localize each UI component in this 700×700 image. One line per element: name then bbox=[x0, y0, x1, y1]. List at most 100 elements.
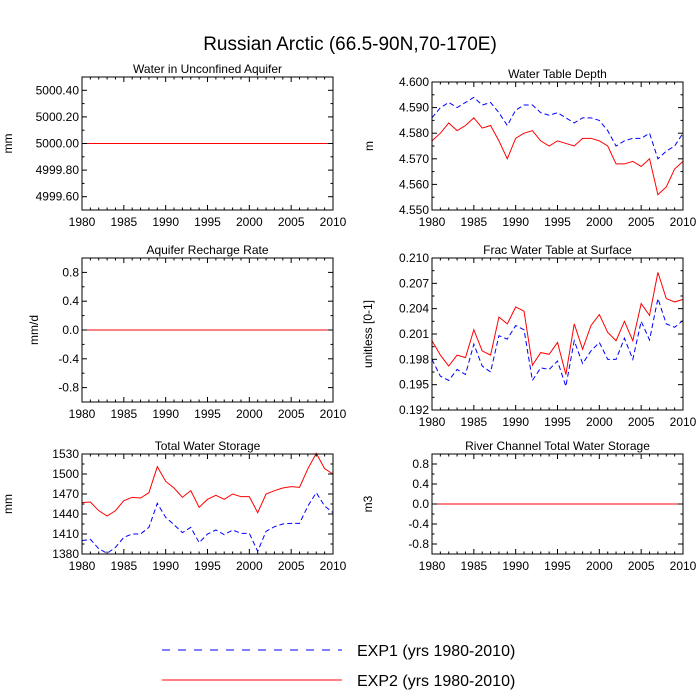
y-tick-label: 5000.20 bbox=[36, 110, 80, 124]
x-tick-label: 1995 bbox=[544, 215, 571, 229]
series-line-exp1 bbox=[431, 96, 684, 160]
x-tick-label: 2010 bbox=[320, 559, 347, 573]
y-tick-label: -0.4 bbox=[408, 517, 429, 531]
main-title: Russian Arctic (66.5-90N,70-170E) bbox=[203, 34, 497, 55]
x-tick-label: 2010 bbox=[320, 407, 347, 421]
series-line-exp1 bbox=[431, 296, 684, 387]
y-tick-label: 0.192 bbox=[399, 403, 429, 417]
x-tick-label: 2005 bbox=[628, 215, 655, 229]
x-tick-label: 1995 bbox=[194, 407, 221, 421]
x-tick-label: 1980 bbox=[69, 559, 96, 573]
legend: EXP1 (yrs 1980-2010) EXP2 (yrs 1980-2010… bbox=[162, 643, 515, 690]
x-tick-label: 1980 bbox=[419, 215, 446, 229]
x-tick-label: 2010 bbox=[670, 215, 697, 229]
x-tick-label: 1980 bbox=[69, 215, 96, 229]
y-tick-label: 0.4 bbox=[412, 477, 429, 491]
y-tick-label: 0.198 bbox=[399, 352, 429, 366]
legend-label-exp1: EXP1 (yrs 1980-2010) bbox=[357, 643, 515, 660]
y-axis-label: m bbox=[362, 141, 376, 151]
x-tick-label: 2000 bbox=[586, 559, 613, 573]
series-line-exp2 bbox=[431, 272, 684, 375]
panel-4: Frac Water Table at Surface unitless [0-1… bbox=[361, 243, 697, 429]
panel-6: River Channel Total Water Storage m3 1980 1… bbox=[361, 439, 697, 573]
y-axis-label: mm/d bbox=[27, 315, 41, 345]
panel-3: Aquifer Recharge Rate mm/d 1980 1985 1990 199… bbox=[27, 243, 347, 421]
x-tick-label: 1990 bbox=[502, 559, 529, 573]
y-tick-label: 1440 bbox=[52, 507, 79, 521]
panel-title: Water in Unconfined Aquifer bbox=[133, 62, 282, 76]
y-tick-label: 0.8 bbox=[412, 457, 429, 471]
y-tick-label: -0.8 bbox=[408, 537, 429, 551]
x-tick-label: 1995 bbox=[544, 415, 571, 429]
y-tick-label: 4.560 bbox=[399, 177, 429, 191]
y-tick-label: 0.201 bbox=[399, 327, 429, 341]
panels: Water in Unconfined Aquifer mm 1980 1985 199… bbox=[1, 62, 697, 573]
x-tick-label: 2010 bbox=[670, 415, 697, 429]
x-tick-label: 1980 bbox=[419, 559, 446, 573]
y-tick-label: 4.570 bbox=[399, 152, 429, 166]
x-tick-label: 2005 bbox=[278, 407, 305, 421]
y-axis-label: unitless [0-1] bbox=[361, 300, 375, 368]
x-tick-label: 1990 bbox=[502, 215, 529, 229]
y-tick-label: -0.4 bbox=[58, 352, 79, 366]
plot-frame bbox=[431, 257, 684, 411]
x-tick-label: 1985 bbox=[460, 559, 487, 573]
series-line-exp2 bbox=[431, 117, 684, 196]
x-tick-label: 2005 bbox=[628, 415, 655, 429]
x-tick-label: 2005 bbox=[278, 559, 305, 573]
x-tick-label: 2005 bbox=[628, 559, 655, 573]
y-tick-label: 4999.80 bbox=[36, 163, 80, 177]
y-tick-label: 1380 bbox=[52, 547, 79, 561]
y-tick-label: 0.204 bbox=[399, 302, 429, 316]
y-tick-label: 1410 bbox=[52, 527, 79, 541]
panel-5: Total Water Storage mm 1980 1985 1990 1995 200… bbox=[1, 439, 347, 573]
y-tick-label: 0.0 bbox=[412, 497, 429, 511]
y-axis-label: mm bbox=[1, 494, 15, 514]
x-tick-label: 2010 bbox=[320, 215, 347, 229]
series-line-exp1 bbox=[81, 491, 334, 554]
panel-title: River Channel Total Water Storage bbox=[465, 439, 650, 453]
x-tick-label: 2010 bbox=[670, 559, 697, 573]
panel-title: Aquifer Recharge Rate bbox=[146, 243, 268, 257]
x-tick-label: 1985 bbox=[460, 215, 487, 229]
y-tick-label: 5000.00 bbox=[36, 137, 80, 151]
y-tick-label: 0.4 bbox=[62, 294, 79, 308]
panel-title: Frac Water Table at Surface bbox=[483, 243, 632, 257]
y-tick-label: 4.580 bbox=[399, 126, 429, 140]
y-tick-label: 0.210 bbox=[399, 251, 429, 265]
y-tick-label: 1500 bbox=[52, 467, 79, 481]
x-tick-label: 1990 bbox=[152, 215, 179, 229]
x-tick-label: 1985 bbox=[110, 215, 137, 229]
series-line-exp2 bbox=[81, 452, 334, 517]
y-tick-label: 0.0 bbox=[62, 323, 79, 337]
x-tick-label: 1985 bbox=[460, 415, 487, 429]
y-tick-label: 1470 bbox=[52, 487, 79, 501]
panel-1: Water in Unconfined Aquifer mm 1980 1985 199… bbox=[1, 62, 347, 229]
x-tick-label: 1995 bbox=[194, 559, 221, 573]
y-tick-label: 5000.40 bbox=[36, 83, 80, 97]
y-tick-label: -0.8 bbox=[58, 381, 79, 395]
plot-frame bbox=[81, 453, 334, 555]
y-tick-label: 1530 bbox=[52, 447, 79, 461]
y-tick-label: 4.590 bbox=[399, 101, 429, 115]
x-tick-label: 2005 bbox=[278, 215, 305, 229]
y-tick-label: 4999.60 bbox=[36, 190, 80, 204]
x-tick-label: 1980 bbox=[419, 415, 446, 429]
legend-label-exp2: EXP2 (yrs 1980-2010) bbox=[357, 673, 515, 690]
x-tick-label: 1995 bbox=[194, 215, 221, 229]
y-tick-label: 0.195 bbox=[399, 378, 429, 392]
x-tick-label: 1985 bbox=[110, 559, 137, 573]
x-tick-label: 2000 bbox=[586, 215, 613, 229]
x-tick-label: 2000 bbox=[236, 215, 263, 229]
x-tick-label: 2000 bbox=[236, 407, 263, 421]
x-tick-label: 1990 bbox=[152, 559, 179, 573]
panel-title: Total Water Storage bbox=[155, 439, 261, 453]
y-axis-label: m3 bbox=[361, 495, 375, 512]
y-tick-label: 0.207 bbox=[399, 276, 429, 290]
x-tick-label: 1990 bbox=[152, 407, 179, 421]
x-tick-label: 1980 bbox=[69, 407, 96, 421]
panel-2: Water Table Depth m 1980 1985 1990 1995 2000 20… bbox=[362, 67, 697, 229]
panel-title: Water Table Depth bbox=[508, 67, 607, 81]
x-tick-label: 1985 bbox=[110, 407, 137, 421]
